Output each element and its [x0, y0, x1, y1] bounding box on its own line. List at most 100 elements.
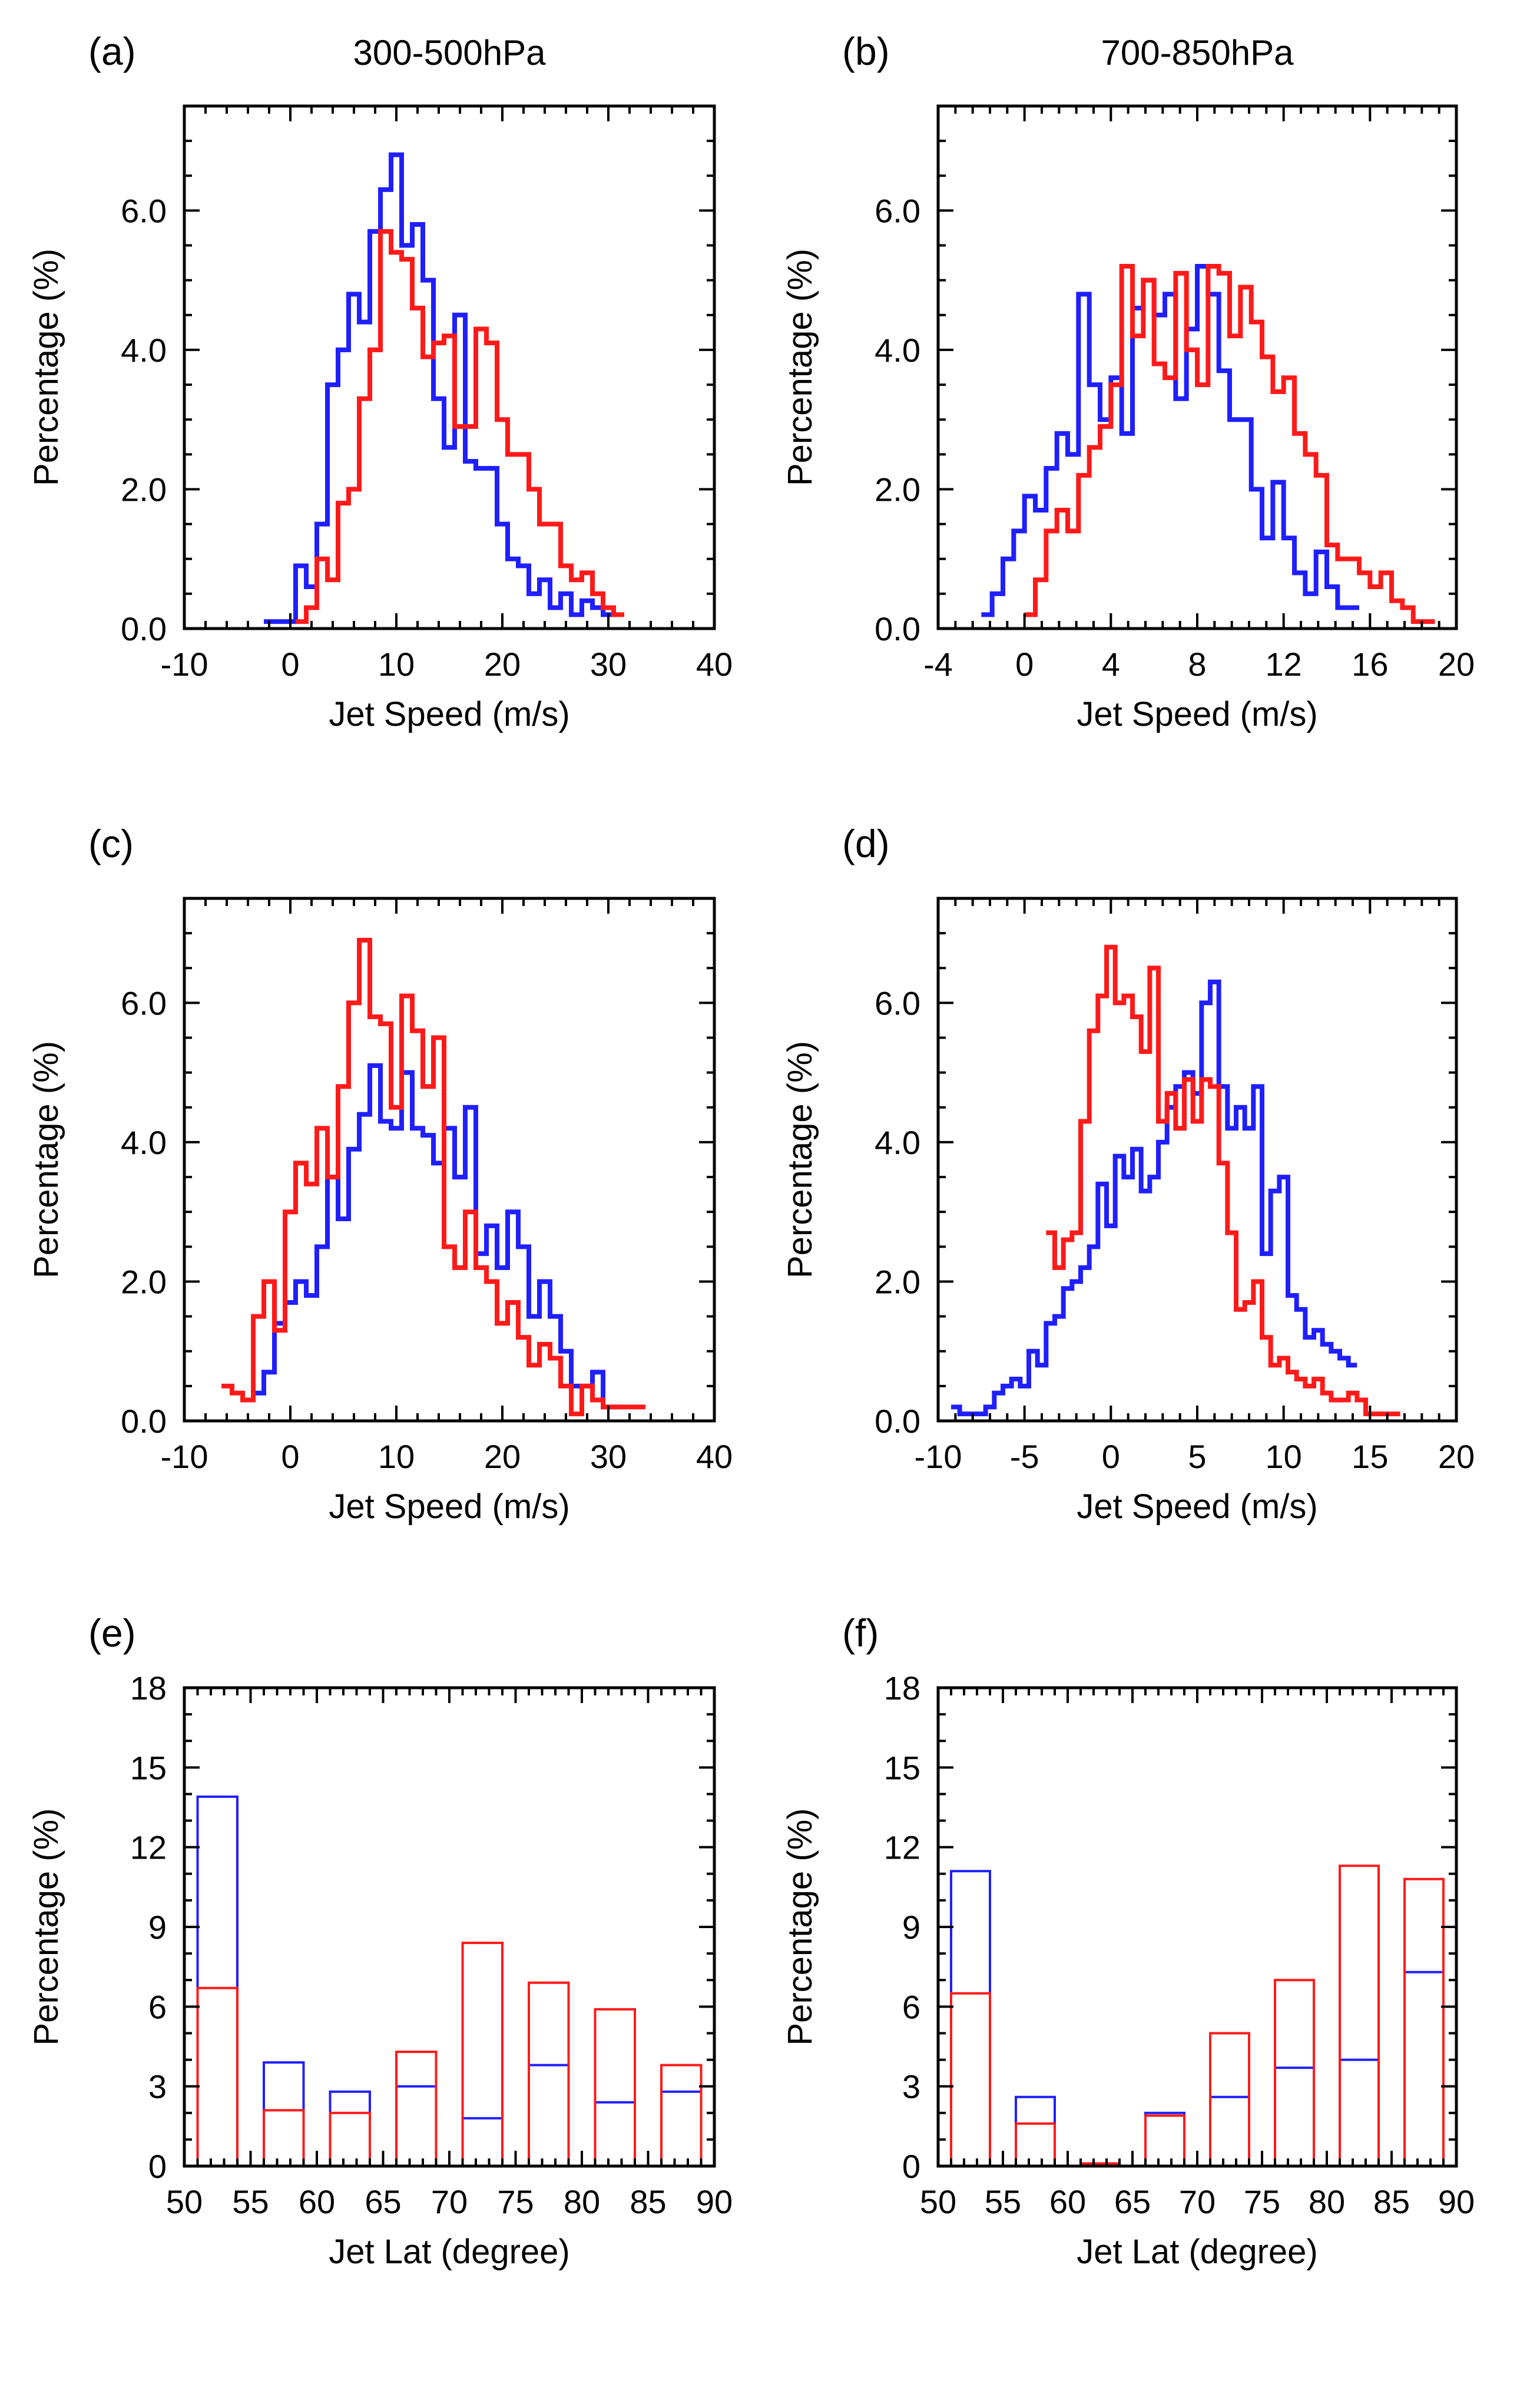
- plot-area-d: [951, 944, 1400, 1417]
- ytick-label-b: 4.0: [875, 332, 920, 369]
- xtick-label-d: 5: [1188, 1438, 1206, 1475]
- yaxis-label-f: Percentage (%): [781, 1809, 819, 2046]
- xtick-label-e: 85: [630, 2183, 666, 2220]
- bar-red-e-77.5: [528, 1981, 570, 2166]
- panel-d: (d) -10 -5 0 5 10 15 20 0.0 2.0 4.0 6.0 Jet Speed (m…: [781, 822, 1475, 1526]
- xtick-label-f: 90: [1438, 2183, 1475, 2220]
- ytick-label-d: 6.0: [875, 984, 920, 1021]
- yaxis-label-a: Percentage (%): [27, 249, 65, 486]
- ytick-label-e: 15: [130, 1749, 167, 1786]
- xtick-label-b: 0: [1015, 646, 1034, 683]
- xtick-label-f: 85: [1373, 2183, 1410, 2220]
- xtick-label-c: -10: [161, 1438, 208, 1475]
- xtick-label-d: 15: [1352, 1438, 1388, 1475]
- bar-red-f-57.5: [1015, 2122, 1056, 2166]
- series-blue-a: [264, 152, 614, 624]
- xtick-label-c: 40: [696, 1438, 733, 1475]
- panel-title-a: 300-500hPa: [353, 33, 547, 72]
- xtick-label-f: 65: [1114, 2183, 1151, 2220]
- ytick-label-f: 15: [884, 1749, 920, 1786]
- ytick-label-c: 0.0: [121, 1403, 167, 1440]
- xtick-label-d: 0: [1102, 1438, 1120, 1475]
- yaxis-label-b: Percentage (%): [781, 249, 819, 486]
- xtick-label-a: 20: [484, 646, 521, 683]
- bar-red-e-87.5: [660, 2064, 703, 2166]
- xaxis-label-e: Jet Lat (degree): [329, 2233, 569, 2271]
- xtick-label-a: 10: [378, 646, 415, 683]
- plot-area-a: [264, 152, 624, 624]
- panel-label-d: (d): [842, 822, 890, 865]
- panel-a: (a) 300-500hPa -10 0 10 20 30 40 0.0 2.0 4.0 6.0 Jet…: [27, 29, 733, 733]
- xtick-label-b: 8: [1188, 646, 1206, 683]
- xtick-label-b: 12: [1266, 646, 1302, 683]
- ytick-label-f: 6: [902, 1988, 920, 2025]
- ytick-label-d: 4.0: [875, 1124, 920, 1161]
- ytick-label-e: 0: [148, 2148, 167, 2185]
- ytick-label-f: 3: [902, 2068, 920, 2105]
- xtick-label-e: 80: [564, 2183, 600, 2220]
- xtick-label-e: 50: [166, 2183, 203, 2220]
- panel-f: (f) 50 55 60 65 70 75 80 85 90 0 3 6 9 12 15 18 Jet Lat (…: [781, 1611, 1475, 2271]
- series-blue-b: [981, 264, 1359, 617]
- xtick-label-d: -5: [1010, 1438, 1039, 1475]
- ytick-label-b: 6.0: [875, 192, 920, 229]
- xtick-label-b: -4: [923, 646, 953, 683]
- ytick-label-e: 18: [130, 1669, 167, 1707]
- plot-area-c: [221, 937, 645, 1417]
- xtick-label-b: 20: [1438, 646, 1475, 683]
- panel-label-f: (f): [842, 1611, 879, 1655]
- xtick-label-c: 10: [378, 1438, 415, 1475]
- xtick-label-e: 60: [299, 2183, 335, 2220]
- xtick-label-a: 40: [696, 646, 733, 683]
- ytick-label-e: 3: [148, 2068, 167, 2105]
- xtick-label-b: 16: [1352, 646, 1388, 683]
- bar-blue-e-52.5: [196, 1795, 239, 2166]
- panel-label-a: (a): [88, 29, 136, 73]
- ytick-label-f: 9: [902, 1909, 920, 1946]
- ytick-label-a: 6.0: [121, 192, 167, 229]
- bar-red-f-52.5: [950, 1992, 991, 2166]
- xtick-label-d: 20: [1438, 1438, 1475, 1475]
- xaxis-label-d: Jet Speed (m/s): [1077, 1487, 1317, 1526]
- ytick-label-d: 0.0: [875, 1403, 920, 1440]
- yaxis-label-c: Percentage (%): [27, 1041, 65, 1278]
- xtick-label-b: 4: [1102, 646, 1120, 683]
- xtick-label-f: 75: [1244, 2183, 1280, 2220]
- ytick-label-e: 9: [148, 1909, 167, 1946]
- panel-label-e: (e): [88, 1611, 136, 1655]
- ytick-label-f: 12: [884, 1829, 920, 1866]
- ytick-label-e: 12: [130, 1829, 167, 1866]
- axes-frame-a: [183, 104, 716, 630]
- ytick-label-b: 0.0: [875, 610, 920, 647]
- series-red-a: [296, 229, 624, 624]
- xtick-label-a: 30: [590, 646, 627, 683]
- bar-red-e-62.5: [329, 2111, 371, 2166]
- panel-title-b: 700-850hPa: [1101, 33, 1294, 72]
- ytick-label-a: 2.0: [121, 471, 167, 508]
- series-blue-d: [951, 979, 1357, 1417]
- panel-c: (c) -10 0 10 20 30 40 0.0 2.0 4.0 6.0 Jet Speed (m/…: [27, 822, 733, 1526]
- ytick-label-f: 18: [884, 1669, 920, 1707]
- xtick-label-c: 0: [281, 1438, 299, 1475]
- xtick-label-c: 20: [484, 1438, 521, 1475]
- xtick-label-d: 10: [1266, 1438, 1302, 1475]
- xaxis-label-f: Jet Lat (degree): [1077, 2233, 1317, 2271]
- ytick-label-b: 2.0: [875, 471, 920, 508]
- bar-red-e-82.5: [594, 2008, 636, 2166]
- series-red-d: [1046, 944, 1400, 1417]
- xtick-label-d: -10: [915, 1438, 962, 1475]
- panel-e: (e) 50 55 60 65 70 75 80 85 90 0 3 6 9 12 15 18 Jet Lat (…: [27, 1611, 733, 2271]
- ytick-label-f: 0: [902, 2148, 920, 2185]
- yaxis-label-d: Percentage (%): [781, 1041, 819, 1278]
- panel-label-c: (c): [88, 822, 134, 865]
- xtick-label-e: 70: [431, 2183, 468, 2220]
- series-red-c: [221, 937, 645, 1417]
- xtick-label-e: 65: [365, 2183, 401, 2220]
- xtick-label-e: 55: [232, 2183, 269, 2220]
- xtick-label-f: 55: [985, 2183, 1021, 2220]
- xtick-label-e: 75: [497, 2183, 534, 2220]
- yaxis-label-e: Percentage (%): [27, 1809, 65, 2046]
- ytick-label-c: 6.0: [121, 984, 167, 1021]
- ytick-label-e: 6: [148, 1988, 167, 2025]
